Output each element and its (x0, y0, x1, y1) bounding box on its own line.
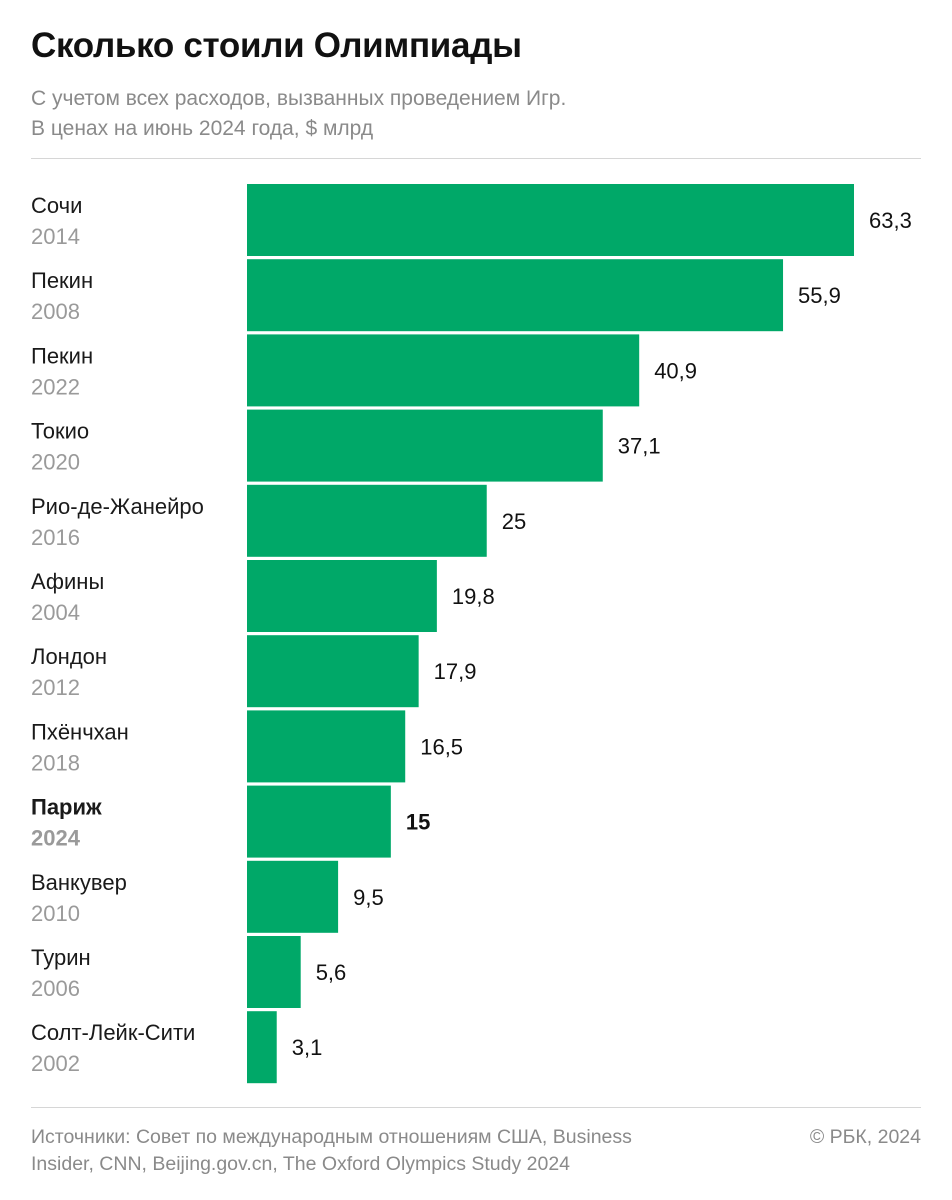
bar (247, 785, 391, 858)
bar (247, 484, 487, 557)
source-line-2: Insider, CNN, Beijing.gov.cn, The Oxford… (31, 1153, 571, 1175)
category-city-label: Афины (31, 569, 104, 594)
category-city-label: Париж (31, 795, 102, 820)
category-city-label: Сочи (31, 193, 82, 218)
bar-value-label: 9,5 (353, 885, 384, 910)
category-year-label: 2004 (31, 600, 80, 625)
category-year-label: 2002 (31, 1051, 80, 1076)
category-year-label: 2006 (31, 976, 80, 1001)
category-city-label: Пхёнчхан (31, 719, 129, 744)
category-year-label: 2022 (31, 374, 80, 399)
bar-value-label: 5,6 (316, 960, 347, 985)
bar (247, 860, 339, 933)
category-year-label: 2018 (31, 750, 80, 775)
bar-value-label: 37,1 (618, 434, 661, 459)
category-city-label: Токио (31, 419, 89, 444)
bar (247, 560, 437, 632)
category-city-label: Рио-де-Жанейро (31, 494, 204, 519)
top-divider (31, 158, 921, 159)
subtitle-line-2: В ценах на июнь 2024 года, $ млрд (31, 117, 374, 140)
bar-value-label: 16,5 (420, 734, 463, 759)
category-year-label: 2016 (31, 525, 80, 550)
bar-value-label: 55,9 (798, 283, 841, 308)
bar (247, 334, 640, 407)
category-year-label: 2012 (31, 675, 80, 700)
category-year-label: 2010 (31, 901, 80, 926)
category-city-label: Солт-Лейк-Сити (31, 1020, 195, 1045)
source-line-1: Источники: Совет по международным отноше… (31, 1126, 632, 1148)
bar-value-label: 25 (502, 509, 526, 534)
bar-value-label: 3,1 (292, 1035, 323, 1060)
category-year-label: 2014 (31, 224, 80, 249)
bottom-divider (31, 1107, 921, 1108)
bar-value-label: 19,8 (452, 584, 495, 609)
bar-value-label: 17,9 (434, 659, 477, 684)
copyright: © РБК, 2024 (809, 1126, 921, 1148)
bar-value-label: 15 (406, 810, 430, 835)
category-year-label: 2008 (31, 299, 80, 324)
bar (247, 635, 419, 708)
category-city-label: Пекин (31, 343, 93, 368)
category-year-label: 2020 (31, 450, 80, 475)
bar-chart: Сочи 2014 63,3 Пекин 2008 55,9 Пекин 2022 40,9 То… (31, 184, 912, 1084)
subtitle-line-1: С учетом всех расходов, вызванных провед… (31, 87, 567, 110)
bar (247, 409, 603, 482)
category-city-label: Лондон (31, 644, 107, 669)
bar (247, 710, 406, 783)
category-city-label: Пекин (31, 268, 93, 293)
chart-title: Сколько стоили Олимпиады (31, 26, 522, 65)
bar-value-label: 63,3 (869, 208, 912, 233)
category-city-label: Ванкувер (31, 870, 127, 895)
bar (247, 936, 301, 1008)
bar (247, 259, 784, 332)
bar (247, 184, 854, 256)
bar (247, 1011, 277, 1084)
source-note: Источники: Совет по международным отноше… (31, 1124, 751, 1178)
category-year-label: 2024 (31, 826, 81, 851)
category-city-label: Турин (31, 945, 91, 970)
chart-subtitle: С учетом всех расходов, вызванных провед… (31, 84, 566, 144)
bar-value-label: 40,9 (654, 358, 697, 383)
